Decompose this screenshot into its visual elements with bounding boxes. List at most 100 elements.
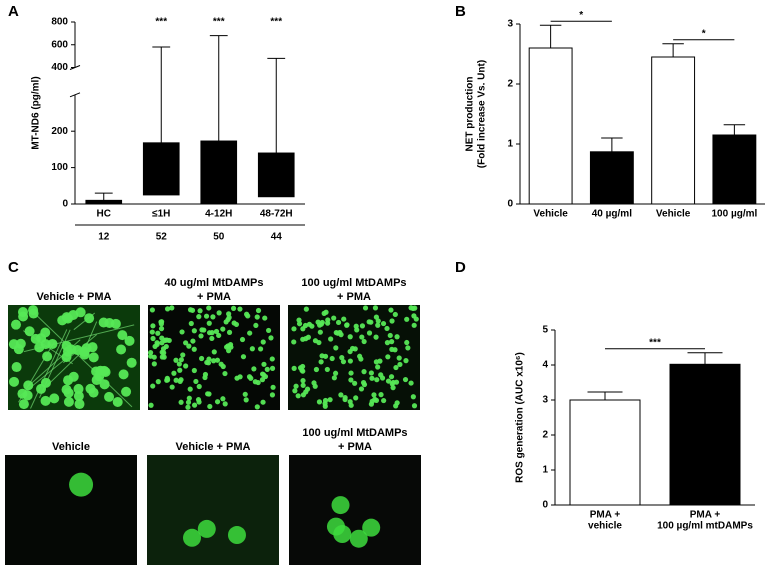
- y-tick-label: 100: [51, 162, 68, 173]
- cell: [347, 334, 353, 340]
- cell: [206, 305, 212, 311]
- cell: [300, 392, 307, 398]
- cell: [368, 370, 374, 376]
- cell: [331, 496, 350, 515]
- cell: [196, 314, 202, 320]
- image-background: [147, 455, 279, 565]
- cell: [380, 320, 387, 327]
- cell: [405, 345, 411, 351]
- image-label: + PMA: [338, 441, 372, 453]
- cell: [318, 359, 324, 365]
- cell: [203, 313, 210, 319]
- cell: [63, 387, 74, 398]
- cell: [339, 355, 345, 361]
- micrograph: [288, 305, 420, 410]
- y-tick-label: 2: [542, 430, 548, 441]
- y-axis-label: NET production: [465, 77, 476, 152]
- cell: [411, 322, 417, 328]
- image-label: + PMA: [337, 291, 371, 303]
- cell: [61, 312, 72, 323]
- cell: [389, 318, 395, 324]
- cell: [173, 357, 179, 363]
- cell: [186, 343, 192, 349]
- cell: [349, 529, 368, 548]
- cell: [36, 383, 47, 394]
- cell: [151, 361, 157, 367]
- cell: [149, 307, 155, 313]
- y-axis-label: (Fold increase Vs. Unt): [477, 60, 488, 168]
- cell: [178, 377, 184, 383]
- image-background: [148, 305, 280, 410]
- cell: [95, 365, 106, 376]
- cell: [387, 332, 393, 339]
- cell: [373, 397, 380, 403]
- cell: [403, 358, 409, 364]
- cell: [247, 330, 253, 336]
- cell: [303, 306, 309, 312]
- cell: [371, 392, 377, 398]
- cell: [366, 330, 373, 336]
- cell: [188, 320, 194, 327]
- image-label: Vehicle + PMA: [37, 291, 112, 303]
- image-background: [5, 455, 137, 565]
- cell: [249, 346, 255, 352]
- cell: [384, 325, 390, 332]
- cell: [178, 399, 184, 405]
- cell: [392, 311, 398, 318]
- cell: [389, 339, 395, 345]
- y-tick-label: 2: [507, 79, 513, 90]
- cell: [296, 317, 302, 323]
- cell: [155, 330, 161, 336]
- cell: [148, 402, 154, 408]
- box: [85, 199, 123, 205]
- image-background: [289, 455, 421, 565]
- cell: [388, 307, 394, 313]
- y-tick-label: 600: [51, 39, 68, 50]
- cell: [260, 399, 266, 405]
- cell: [239, 336, 246, 343]
- cell: [269, 356, 275, 362]
- cell: [126, 357, 137, 368]
- cell: [361, 369, 367, 375]
- cell: [259, 371, 266, 377]
- cell: [179, 329, 185, 335]
- cell: [410, 305, 416, 311]
- cell: [197, 519, 216, 538]
- cell: [251, 366, 257, 372]
- cell: [169, 384, 175, 390]
- cell: [317, 329, 323, 335]
- cell: [42, 351, 53, 362]
- cell: [319, 319, 325, 326]
- cell: [381, 397, 387, 404]
- cell: [15, 338, 26, 349]
- cell: [85, 383, 96, 394]
- cell: [206, 330, 213, 336]
- cell: [24, 326, 35, 337]
- y-tick-label: 0: [62, 199, 68, 210]
- image-label: Vehicle + PMA: [176, 441, 251, 453]
- cell: [124, 335, 135, 346]
- cell: [347, 358, 353, 364]
- cell: [88, 352, 99, 363]
- cell: [362, 305, 369, 311]
- cell: [291, 339, 297, 345]
- cell: [313, 366, 320, 373]
- micrograph: [5, 455, 137, 565]
- cell: [394, 400, 400, 406]
- cell: [164, 337, 170, 343]
- y-tick-label: 1: [507, 139, 513, 150]
- cell: [384, 340, 391, 346]
- cell: [353, 395, 359, 401]
- cell: [158, 326, 165, 332]
- x-tick-label: 48-72H: [260, 209, 293, 220]
- cell: [190, 338, 196, 344]
- cell: [291, 365, 297, 371]
- cell: [329, 355, 335, 362]
- cell: [73, 391, 84, 402]
- y-tick-label: 5: [542, 325, 548, 336]
- cell: [222, 370, 228, 377]
- cell: [411, 313, 417, 319]
- x-tick-label: 100 µg/ml mtDAMPs: [657, 521, 753, 532]
